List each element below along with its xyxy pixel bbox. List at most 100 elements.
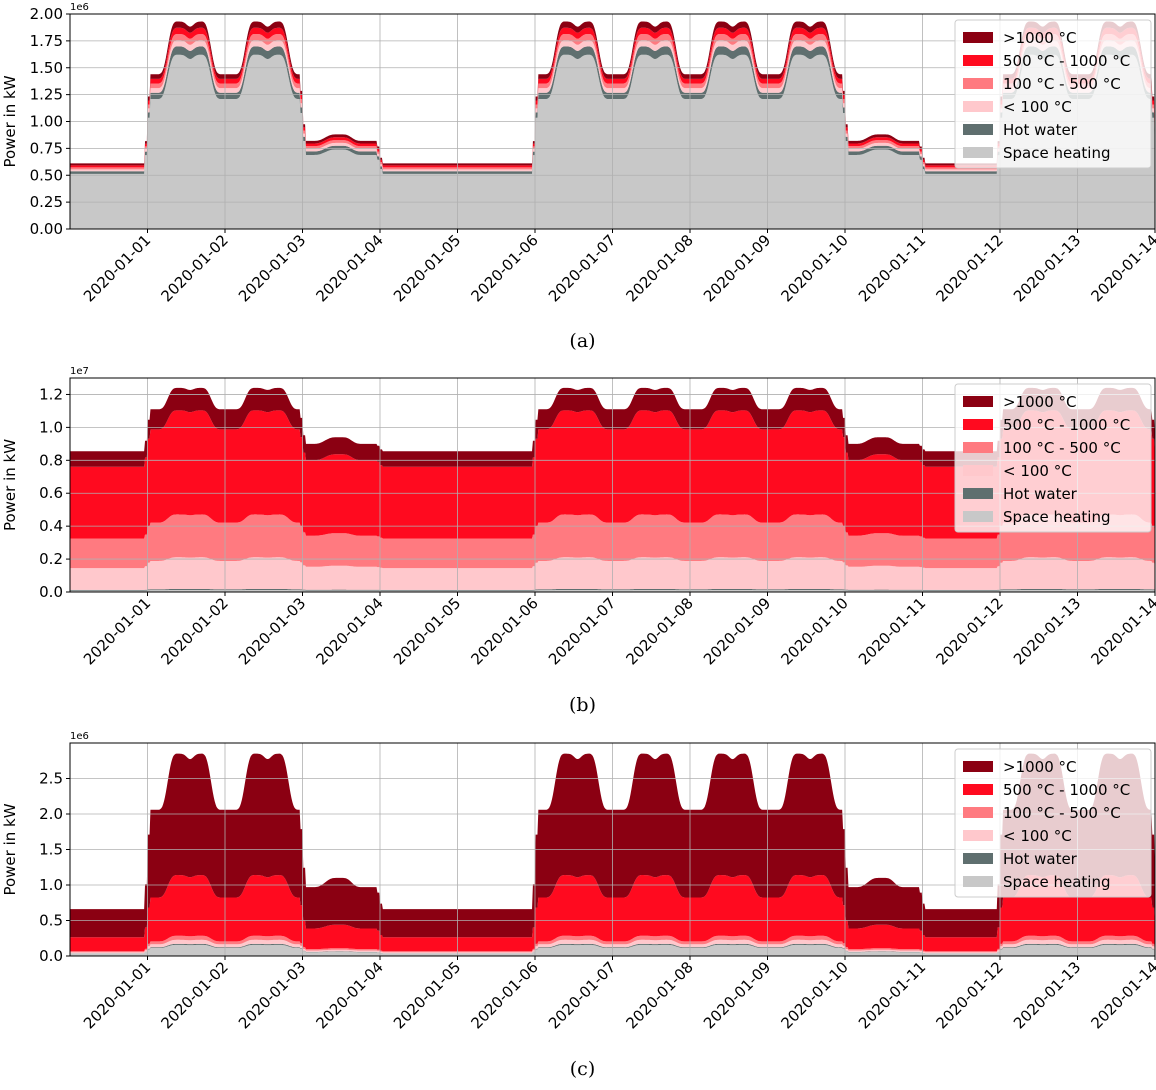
- x-tick-label: 2020-01-01: [80, 958, 154, 1032]
- y-tick-label: 0.50: [30, 166, 63, 184]
- legend: >1000 °C 500 °C - 1000 °C 100 °C - 500 °C <…: [954, 19, 1152, 169]
- legend-entry: Space heating: [1003, 873, 1110, 891]
- x-tick-label: 2020-01-09: [700, 594, 774, 668]
- legend-swatch: [963, 784, 993, 795]
- y-tick-label: 1.75: [30, 32, 63, 50]
- x-tick-label: 2020-01-11: [855, 231, 929, 305]
- x-tick-label: 2020-01-01: [80, 231, 154, 305]
- y-tick-label: 1.0: [39, 876, 63, 894]
- x-tick-label: 2020-01-08: [622, 958, 696, 1032]
- y-tick-label: 0.00: [30, 220, 63, 238]
- legend-swatch: [963, 761, 993, 772]
- y-tick-label: 2.5: [39, 770, 63, 788]
- x-tick-label: 2020-01-11: [855, 594, 929, 668]
- chart-panel-a: 0.00 0.25 0.50 0.75 1.00 1.25 1.50 1.75 2.00 1e6 P…: [1, 2, 1156, 352]
- legend-entry: < 100 °C: [1003, 98, 1072, 116]
- area-hot-water: [70, 943, 1155, 954]
- legend-swatch: [963, 124, 993, 135]
- legend-entry: 100 °C - 500 °C: [1003, 439, 1121, 457]
- chart-panel-c: 0.0 0.5 1.0 1.5 2.0 2.5 1e6 Power in kW 2020-01-…: [1, 731, 1156, 1080]
- x-tick-label: 2020-01-02: [157, 231, 231, 305]
- legend-box: [954, 383, 1152, 533]
- legend-entry: Space heating: [1003, 508, 1110, 526]
- legend: >1000 °C 500 °C - 1000 °C 100 °C - 500 °C <…: [954, 383, 1152, 533]
- y-tick-label: 2.00: [30, 5, 63, 23]
- y-tick-label: 0.0: [39, 947, 63, 965]
- x-tick-label: 2020-01-06: [467, 231, 541, 305]
- legend-swatch: [963, 32, 993, 43]
- x-tick-label: 2020-01-11: [855, 958, 929, 1032]
- legend-entry: Hot water: [1003, 485, 1078, 503]
- x-tick-label: 2020-01-14: [1087, 958, 1156, 1032]
- x-tick-label: 2020-01-06: [467, 958, 541, 1032]
- x-tick-label: 2020-01-07: [545, 594, 619, 668]
- legend-box: [954, 19, 1152, 169]
- legend-entry: Hot water: [1003, 850, 1078, 868]
- legend-entry: 500 °C - 1000 °C: [1003, 781, 1130, 799]
- legend-swatch: [963, 78, 993, 89]
- y-tick-label: 1.2: [39, 385, 63, 403]
- x-tick-label: 2020-01-05: [390, 594, 464, 668]
- legend-swatch: [963, 853, 993, 864]
- y-tick-label: 2.0: [39, 805, 63, 823]
- y-tick-label: 0.6: [39, 484, 63, 502]
- x-tick-label: 2020-01-14: [1087, 594, 1156, 668]
- x-tick-label: 2020-01-07: [545, 231, 619, 305]
- x-tick-label: 2020-01-07: [545, 958, 619, 1032]
- x-tick-label: 2020-01-03: [235, 958, 309, 1032]
- x-tick-label: 2020-01-14: [1087, 231, 1156, 305]
- legend-entry: Hot water: [1003, 121, 1078, 139]
- legend-entry: 100 °C - 500 °C: [1003, 75, 1121, 93]
- legend-swatch: [963, 465, 993, 476]
- y-tick-label: 0.75: [30, 139, 63, 157]
- x-tick-label: 2020-01-10: [777, 594, 851, 668]
- chart-panel-b: 0.0 0.2 0.4 0.6 0.8 1.0 1.2 1e7 Power in kW 2020-…: [1, 366, 1156, 716]
- x-tick-label: 2020-01-03: [235, 594, 309, 668]
- legend-swatch: [963, 511, 993, 522]
- y-tick-label: 1.25: [30, 86, 63, 104]
- y-tick-label: 1.00: [30, 113, 63, 131]
- x-tick-label: 2020-01-02: [157, 594, 231, 668]
- x-tick-label: 2020-01-09: [700, 231, 774, 305]
- x-tick-label: 2020-01-13: [1010, 231, 1084, 305]
- x-tick-label: 2020-01-13: [1010, 958, 1084, 1032]
- x-tick-label: 2020-01-10: [777, 231, 851, 305]
- legend-entry: 500 °C - 1000 °C: [1003, 416, 1130, 434]
- y-axis-label: Power in kW: [1, 75, 19, 167]
- x-tick-label: 2020-01-04: [312, 594, 386, 668]
- y-tick-label: 1.5: [39, 841, 63, 859]
- x-tick-label: 2020-01-04: [312, 231, 386, 305]
- x-tick-label: 2020-01-12: [932, 594, 1006, 668]
- legend-swatch: [963, 830, 993, 841]
- x-tick-label: 2020-01-10: [777, 958, 851, 1032]
- legend-entry: 100 °C - 500 °C: [1003, 804, 1121, 822]
- panel-caption: (b): [569, 694, 596, 716]
- legend-swatch: [963, 101, 993, 112]
- legend: >1000 °C 500 °C - 1000 °C 100 °C - 500 °C <…: [954, 748, 1152, 898]
- x-tick-label: 2020-01-09: [700, 958, 774, 1032]
- panel-caption: (c): [570, 1058, 595, 1080]
- legend-entry: 500 °C - 1000 °C: [1003, 52, 1130, 70]
- panel-caption: (a): [569, 330, 595, 352]
- legend-entry: >1000 °C: [1003, 29, 1076, 47]
- x-tick-label: 2020-01-04: [312, 958, 386, 1032]
- legend-swatch: [963, 807, 993, 818]
- x-tick-label: 2020-01-13: [1010, 594, 1084, 668]
- legend-swatch: [963, 147, 993, 158]
- y-tick-label: 0.2: [39, 550, 63, 568]
- x-tick-label: 2020-01-08: [622, 594, 696, 668]
- legend-swatch: [963, 442, 993, 453]
- y-axis-label: Power in kW: [1, 803, 19, 895]
- legend-swatch: [963, 55, 993, 66]
- y-tick-label: 0.5: [39, 912, 63, 930]
- legend-box: [954, 748, 1152, 898]
- legend-swatch: [963, 876, 993, 887]
- legend-entry: < 100 °C: [1003, 462, 1072, 480]
- legend-swatch: [963, 488, 993, 499]
- x-tick-label: 2020-01-05: [390, 231, 464, 305]
- x-tick-label: 2020-01-06: [467, 594, 541, 668]
- y-tick-label: 0.8: [39, 451, 63, 469]
- legend-entry: < 100 °C: [1003, 827, 1072, 845]
- x-tick-label: 2020-01-12: [932, 231, 1006, 305]
- y-tick-label: 1.50: [30, 59, 63, 77]
